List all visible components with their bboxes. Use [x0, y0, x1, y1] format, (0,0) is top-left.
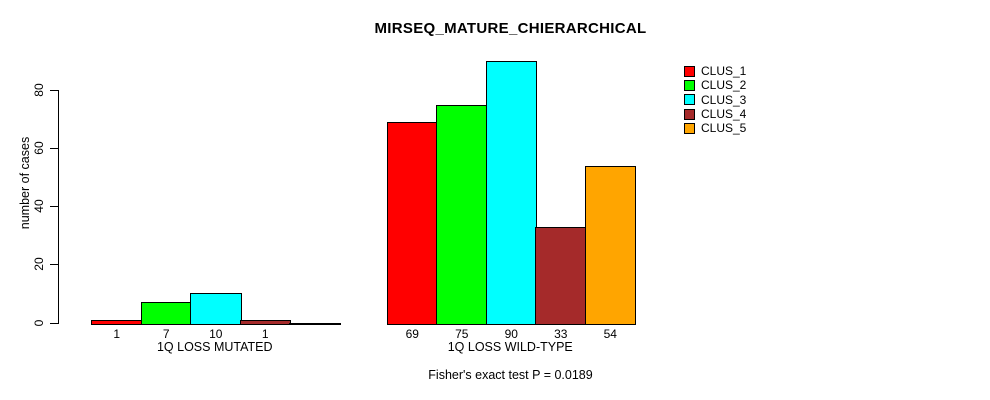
legend-label: CLUS_2	[701, 78, 747, 93]
legend-entry: CLUS_1	[684, 65, 746, 78]
bar-clus_3	[485, 60, 537, 325]
bar-clus_3	[190, 293, 242, 325]
bar-clus_4	[239, 319, 291, 325]
bar-clus_5	[289, 322, 341, 325]
legend-entry: CLUS_2	[684, 79, 746, 92]
y-axis-tick	[50, 264, 59, 266]
y-axis-tick	[50, 322, 59, 324]
bar-clus_1	[386, 121, 438, 325]
y-axis-tick-label: 20	[32, 257, 46, 272]
bar-clus_5	[584, 165, 636, 325]
bar-value-label: 10	[209, 327, 223, 341]
bar-value-label: 54	[603, 327, 617, 341]
y-axis-tick-label: 40	[32, 199, 46, 213]
y-axis-tick	[50, 206, 59, 208]
chart-title: MIRSEQ_MATURE_CHIERARCHICAL	[374, 20, 647, 37]
bar-clus_1	[91, 319, 143, 325]
legend-entry: CLUS_5	[684, 122, 746, 135]
y-axis-tick-label: 0	[32, 319, 46, 326]
legend-entry: CLUS_4	[684, 108, 746, 121]
legend-label: CLUS_1	[701, 64, 747, 78]
bar-clus_2	[436, 104, 488, 325]
bar-clus_4	[535, 226, 587, 325]
y-axis-tick	[50, 90, 59, 91]
bar-value-label: 1	[113, 327, 121, 341]
x-group-label: 1Q LOSS MUTATED	[156, 340, 273, 354]
bar-value-label: 75	[455, 327, 469, 341]
bar-value-label: 1	[261, 327, 269, 341]
bar-clus_2	[140, 302, 192, 325]
legend-swatch-clus_1	[684, 65, 695, 77]
bar-value-label: 33	[554, 327, 568, 341]
legend-label: CLUS_4	[701, 107, 747, 122]
legend-swatch-clus_4	[684, 108, 695, 120]
legend-swatch-clus_5	[684, 122, 695, 134]
legend-swatch-clus_2	[684, 79, 695, 91]
y-axis-label: number of cases	[18, 136, 32, 230]
legend-entry: CLUS_3	[684, 93, 746, 106]
y-axis-tick-label: 80	[32, 83, 46, 97]
bar-value-label: 7	[162, 327, 170, 341]
annotation-caption: Fisher's exact test P = 0.0189	[428, 368, 593, 382]
x-group-label: 1Q LOSS WILD-TYPE	[447, 340, 573, 354]
legend-label: CLUS_5	[701, 121, 747, 136]
y-axis-tick	[50, 148, 59, 150]
bar-value-label: 90	[504, 327, 518, 341]
legend-swatch-clus_3	[684, 94, 695, 106]
legend-label: CLUS_3	[701, 92, 747, 107]
y-axis-tick-label: 60	[32, 141, 46, 155]
bar-value-label: 69	[405, 327, 419, 341]
